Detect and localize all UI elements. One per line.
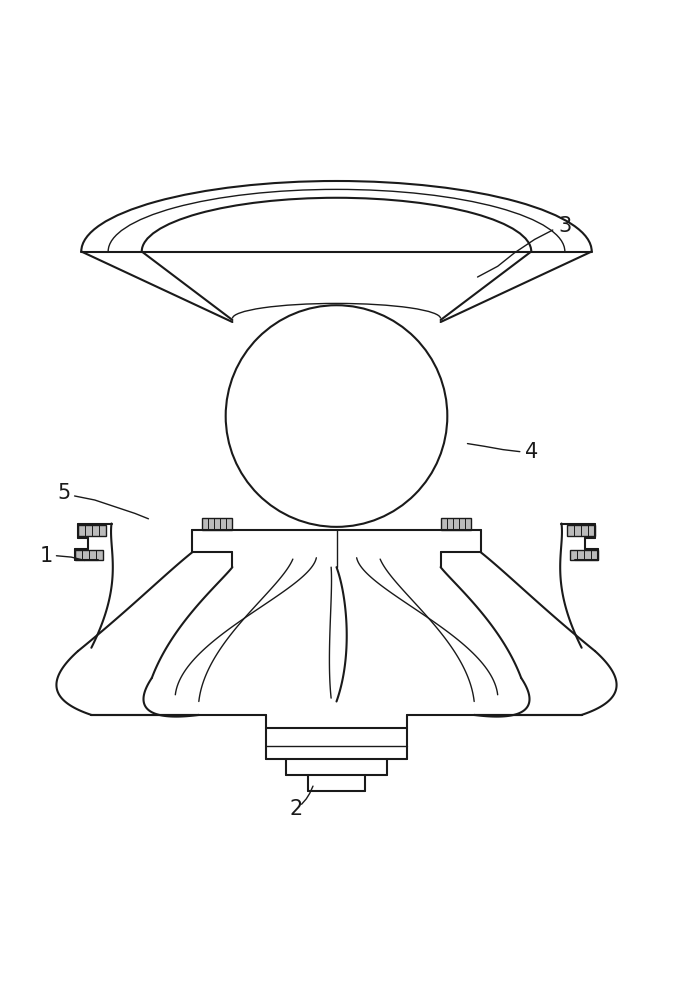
Polygon shape xyxy=(570,550,598,560)
Text: 5: 5 xyxy=(58,483,71,503)
Polygon shape xyxy=(567,525,595,536)
Polygon shape xyxy=(78,525,106,536)
Polygon shape xyxy=(202,518,232,530)
Text: 1: 1 xyxy=(40,546,53,566)
Text: 2: 2 xyxy=(289,799,303,819)
Text: 4: 4 xyxy=(525,442,538,462)
Polygon shape xyxy=(441,518,471,530)
Text: 3: 3 xyxy=(558,216,571,236)
Polygon shape xyxy=(75,550,103,560)
